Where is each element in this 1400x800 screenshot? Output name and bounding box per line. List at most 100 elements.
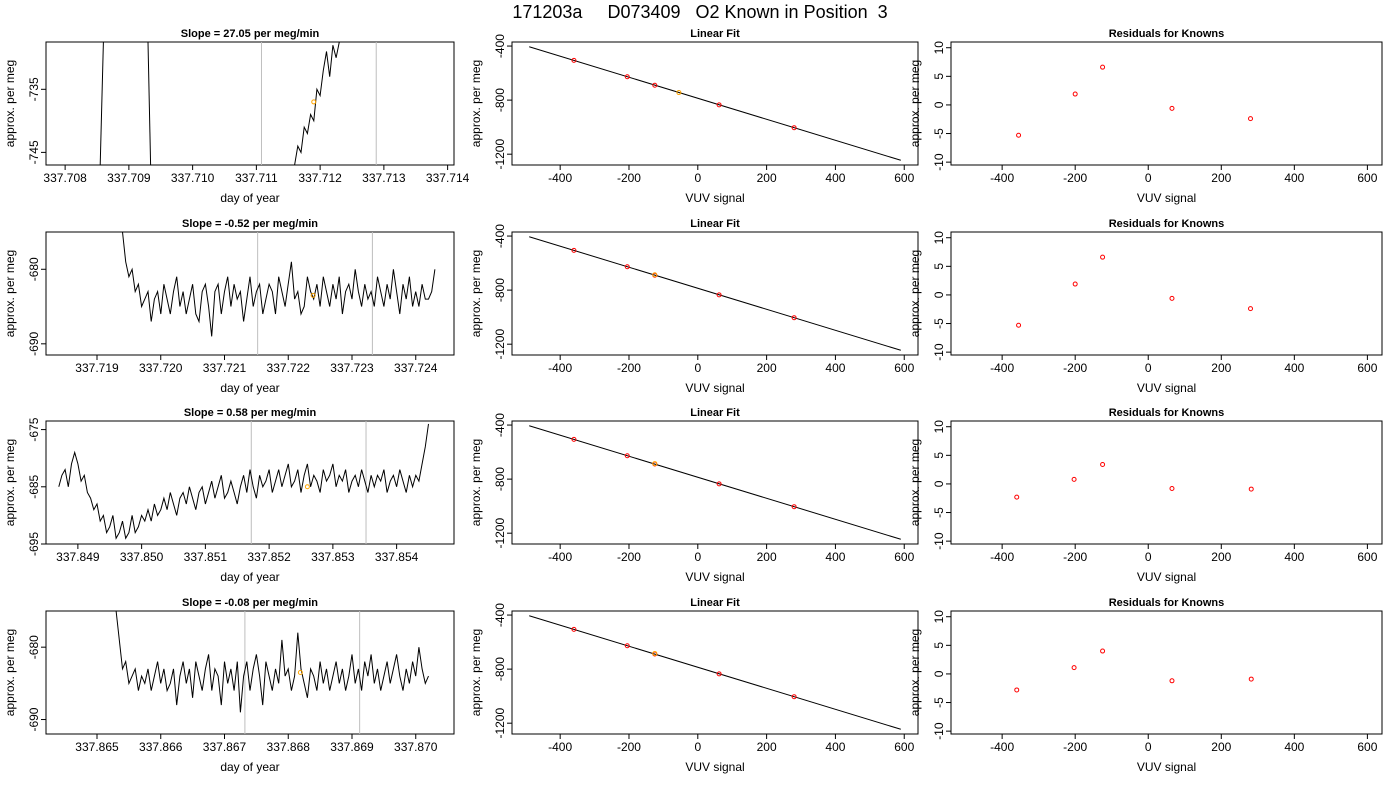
y-tick-label: -735 [27, 77, 41, 101]
x-tick-label: 337.870 [394, 740, 438, 754]
plot-area [1016, 254, 1254, 328]
chart-panel: Slope = -0.52 per meg/min 337.719 337.720 3… [3, 218, 455, 395]
x-tick-label: 600 [894, 361, 914, 375]
x-tick-label: -400 [990, 550, 1014, 564]
current-point [652, 461, 658, 467]
panel-title: Residuals for Knowns [1109, 28, 1225, 40]
known-point [1169, 105, 1175, 111]
y-tick-label: -5 [932, 318, 946, 329]
y-tick-label: -800 [493, 278, 507, 302]
known-point [652, 82, 658, 88]
plot-frame [45, 420, 455, 545]
x-axis-label: VUV signal [1137, 570, 1196, 584]
known-point [1071, 476, 1077, 482]
x-axis-label: VUV signal [1137, 191, 1196, 205]
x-tick-label: -400 [548, 740, 572, 754]
y-tick-label: -400 [493, 413, 507, 437]
x-tick-label: 337.714 [426, 171, 470, 185]
known-point [1169, 678, 1175, 684]
x-tick-label: 200 [757, 361, 777, 375]
fit-line [529, 236, 901, 351]
panel-title: Residuals for Knowns [1109, 597, 1225, 609]
plot-area [529, 236, 901, 351]
panel-title: Slope = -0.08 per meg/min [182, 597, 318, 609]
known-point [1169, 295, 1175, 301]
x-tick-label: 600 [1357, 550, 1377, 564]
x-tick-label: -200 [1063, 361, 1087, 375]
x-tick-label: -400 [990, 171, 1014, 185]
known-point [571, 436, 577, 442]
plot-area [115, 611, 429, 734]
current-point-marker [297, 670, 303, 675]
x-tick-label: 337.724 [394, 361, 438, 375]
y-tick-label: 10 [932, 420, 946, 434]
y-axis-label: approx. per meg [469, 439, 483, 526]
y-tick-label: -1200 [493, 139, 507, 170]
x-tick-label: 337.869 [330, 740, 374, 754]
y-tick-label: -1200 [493, 518, 507, 549]
x-tick-label: 400 [1284, 550, 1304, 564]
known-point [571, 247, 577, 253]
x-tick-label: 200 [1211, 550, 1231, 564]
known-point [1248, 306, 1254, 312]
data-trace [99, 42, 104, 165]
plot-frame [45, 41, 455, 166]
chart-panel: Linear Fit -400 -200 0 200 400 600 -400 -800 -120… [469, 28, 919, 205]
x-tick-label: 337.849 [56, 550, 100, 564]
x-tick-label: 200 [757, 171, 777, 185]
x-tick-label: 200 [1211, 171, 1231, 185]
y-tick-label: -10 [932, 343, 946, 361]
fit-line [529, 46, 901, 161]
y-tick-label: 5 [932, 642, 946, 649]
x-tick-label: 400 [1284, 740, 1304, 754]
x-tick-label: 337.853 [311, 550, 355, 564]
x-tick-label: 0 [694, 361, 701, 375]
plot-area [529, 615, 901, 730]
x-axis-label: VUV signal [685, 191, 744, 205]
figure-title: 171203a D073409 O2 Known in Position 3 [512, 2, 888, 22]
known-point [1169, 486, 1175, 492]
known-point [571, 57, 577, 63]
x-tick-label: 337.721 [203, 361, 247, 375]
y-axis-label: approx. per meg [3, 250, 17, 337]
x-tick-label: -200 [617, 171, 641, 185]
current-point [652, 272, 658, 278]
data-trace [122, 232, 436, 337]
x-tick-label: 0 [1145, 550, 1152, 564]
chart-panel: Slope = 27.05 per meg/min 337.708 337.709 3… [3, 28, 470, 205]
y-tick-label: -400 [493, 603, 507, 627]
current-point-marker [304, 484, 310, 490]
x-tick-label: -400 [548, 361, 572, 375]
x-tick-label: -400 [548, 550, 572, 564]
x-tick-label: -400 [548, 171, 572, 185]
known-point [1248, 676, 1254, 682]
known-point [716, 102, 722, 108]
y-tick-label: -800 [493, 467, 507, 491]
chart-panel: Residuals for Knowns -400 -200 0 200 400 600 10… [908, 597, 1383, 774]
plot-frame [950, 231, 1383, 356]
plot-area [529, 46, 901, 161]
y-tick-label: -1200 [493, 329, 507, 360]
plot-area [529, 425, 901, 540]
y-tick-label: 5 [932, 73, 946, 80]
x-axis-label: day of year [220, 760, 279, 774]
y-axis-label: approx. per meg [469, 60, 483, 147]
known-point [1248, 116, 1254, 122]
panel-title: Slope = 27.05 per meg/min [181, 28, 320, 40]
x-axis-label: day of year [220, 191, 279, 205]
known-point [1100, 64, 1106, 70]
plot-area [1016, 64, 1254, 138]
x-tick-label: 600 [894, 740, 914, 754]
y-tick-label: 10 [932, 610, 946, 624]
data-trace [294, 42, 340, 165]
x-tick-label: 337.712 [298, 171, 342, 185]
plot-frame [45, 231, 455, 356]
x-axis-label: VUV signal [685, 570, 744, 584]
y-tick-label: -680 [27, 635, 41, 659]
y-tick-label: 5 [932, 263, 946, 270]
known-point [1014, 494, 1020, 500]
x-tick-label: 0 [1145, 171, 1152, 185]
y-tick-label: -675 [27, 417, 41, 441]
y-tick-label: -400 [493, 34, 507, 58]
x-axis-label: VUV signal [685, 381, 744, 395]
